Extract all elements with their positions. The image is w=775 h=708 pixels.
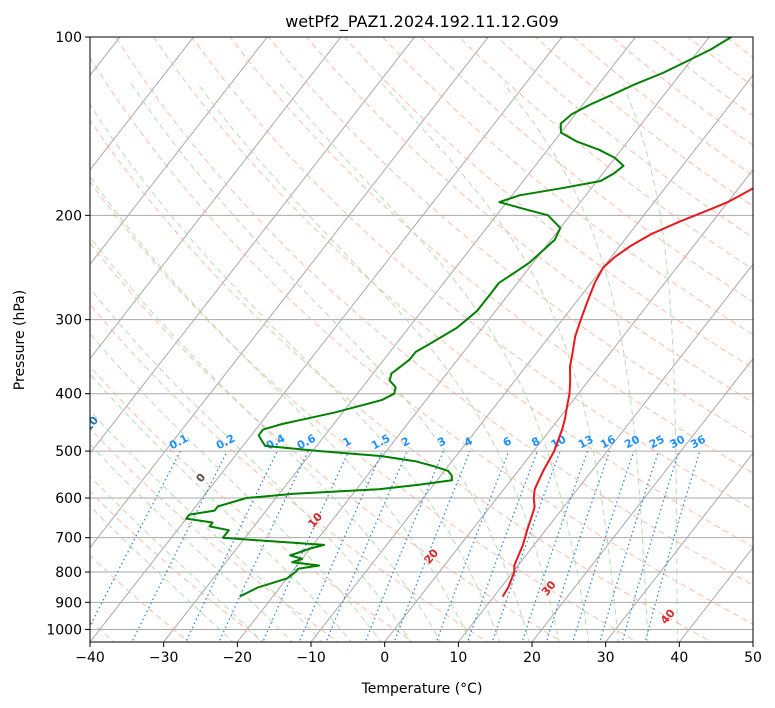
dry-adiabat-line [90,554,190,642]
mixing-ratio-label: 16 [598,433,618,452]
x-tick-label: 50 [744,650,762,666]
plot-frame [89,36,754,643]
isotherm-line [531,357,753,642]
isotherm-line [90,37,489,549]
mixing-ratio-line [218,450,309,642]
moist-adiabat-line [130,83,530,642]
y-tick-label: 500 [55,444,82,460]
dry-adiabat-line [115,37,753,586]
moist-adiabat-lines [90,83,678,642]
temperature-profile-line [501,187,753,598]
chart-title: wetPf2_PAZ1.2024.192.11.12.G09 [285,12,559,32]
y-tick-label: 1000 [46,622,82,638]
isotherm-line [310,74,753,642]
isotherm-line [90,37,195,171]
moist-adiabat-line [622,83,678,642]
plot-area: 0.10.20.40.611.52346810131620253036−100−… [75,37,753,642]
dry-adiabat-line [382,37,753,336]
y-tick-label: 800 [55,565,82,581]
dry-adiabat-line [90,365,414,642]
moist-adiabat-line [90,175,471,642]
y-axis: 100 200 300 400 500 600 700 800 900 1000 [46,30,90,638]
x-tick-label: −30 [149,650,179,666]
mixing-ratio-line [298,450,384,642]
moist-adiabat-line [90,333,382,642]
dry-adiabat-line [305,37,753,403]
y-tick-label: 200 [55,208,82,224]
profile-series [185,37,753,598]
x-tick-label: 20 [523,650,541,666]
isotherm-line [90,37,342,360]
mixing-ratio-line [521,450,589,642]
mixing-ratio-line [644,450,701,642]
moist-adiabat-line [279,83,590,642]
mixing-ratio-lines [90,450,701,642]
x-tick-label: 10 [449,650,467,666]
dry-adiabat-line [90,119,713,642]
isotherm-line [90,37,563,642]
isotherm-line [90,37,268,266]
mixing-ratio-line [491,450,561,642]
dry-adiabat-line [90,56,753,625]
dry-adiabat-line [90,303,489,642]
y-tick-label: 100 [55,30,82,46]
mixing-ratio-label: 13 [576,433,596,452]
isotherm-line [90,37,416,454]
mixing-ratio-line [599,450,660,642]
mixing-ratio-label: 30 [668,432,688,451]
y-axis-title: Pressure (hPa) [12,290,28,390]
isotherm-line [605,452,753,642]
x-tick-label: 40 [670,650,688,666]
dry-adiabat-label: −10 [75,414,101,441]
x-axis-title: Temperature (°C) [361,681,483,697]
x-tick-label: 30 [597,650,615,666]
x-axis: −40 −30 −20 −10 0 10 20 30 40 50 [75,642,762,666]
moist-adiabat-line [197,83,560,642]
isotherm-line [163,37,637,642]
y-tick-label: 600 [55,491,82,507]
dry-adiabat-line [90,427,340,642]
moist-adiabat-line [503,83,649,642]
y-tick-label: 900 [55,595,82,611]
dewpoint-profile-line [185,37,732,598]
mixing-ratio-label: 36 [688,433,708,452]
mixing-ratio-line [131,450,228,642]
x-tick-label: 0 [380,650,389,666]
mixing-ratio-line [90,450,181,628]
mixing-ratio-label: 10 [549,433,569,452]
moist-adiabat-line [381,83,619,642]
x-tick-label: −40 [75,650,105,666]
isotherm-line [384,168,753,642]
y-tick-label: 700 [55,531,82,547]
dry-adiabat-line [191,37,753,511]
moist-adiabat-line [90,236,441,642]
moist-adiabat-line [90,505,234,642]
isobar-lines [90,37,753,630]
mixing-ratio-label: 25 [647,433,667,452]
dry-adiabat-line [90,181,639,642]
dry-adiabat-line [344,37,753,369]
moist-adiabat-line [90,103,501,642]
moist-adiabat-line [90,409,323,642]
x-tick-label: −20 [223,650,253,666]
y-tick-label: 300 [55,313,82,329]
mixing-ratio-line [466,450,538,642]
mixing-ratio-label: 20 [622,432,642,451]
mixing-ratio-line [621,450,680,642]
y-tick-label: 400 [55,387,82,403]
mixing-ratio-line [325,450,408,642]
moist-adiabat-line [90,373,352,642]
x-tick-label: −10 [296,650,326,666]
mixing-ratio-line [262,450,350,642]
dry-adiabat-line [90,242,564,642]
isotherm-lines [90,37,753,642]
